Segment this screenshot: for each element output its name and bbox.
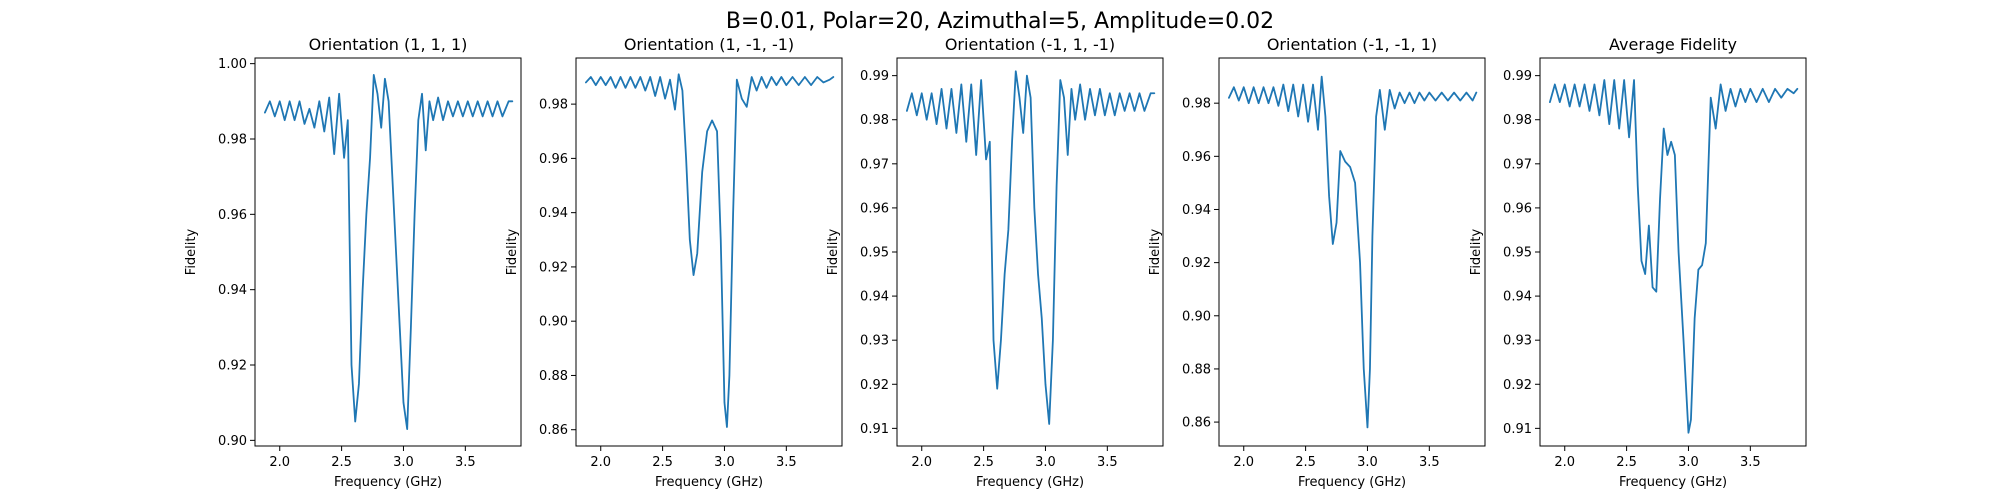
y-tick-label: 0.96	[218, 208, 247, 223]
subplot-2: Orientation (1, -1, -1) 2.0 2.5 3.0 3.5 0.86 0…	[505, 35, 843, 490]
fidelity-series-line	[263, 74, 514, 430]
subplot-title: Orientation (1, 1, 1)	[309, 35, 468, 54]
y-axis-label: Fidelity	[826, 228, 841, 275]
y-tick-label: 0.92	[1182, 256, 1211, 271]
y-tick-label: 0.96	[860, 201, 889, 216]
plot-frame	[254, 57, 522, 447]
plot-frame	[1539, 57, 1807, 447]
y-tick-label: 0.86	[539, 423, 568, 438]
y-tick-label: 0.96	[1503, 201, 1532, 216]
x-axis-label: Frequency (GHz)	[976, 475, 1084, 490]
y-axis-label: Fidelity	[1469, 228, 1484, 275]
x-tick-label: 2.0	[911, 455, 932, 470]
y-tick-label: 0.92	[539, 260, 568, 275]
x-tick-label: 3.5	[1740, 455, 1761, 470]
y-tick-label: 0.99	[1503, 69, 1532, 84]
y-tick-label: 0.97	[1503, 157, 1532, 172]
x-tick-label: 2.5	[652, 455, 673, 470]
y-tick-label: 0.86	[1182, 416, 1211, 431]
subplot-3: Orientation (-1, 1, -1) 2.0 2.5 3.0 3.5 0.91 0…	[826, 35, 1164, 490]
x-tick-label: 3.5	[776, 455, 797, 470]
x-tick-label: 3.5	[1097, 455, 1118, 470]
y-tick-label: 0.96	[539, 152, 568, 167]
x-tick-label: 3.0	[1678, 455, 1699, 470]
y-axis-label: Fidelity	[1148, 228, 1163, 275]
y-tick-label: 0.90	[1182, 309, 1211, 324]
x-tick-label: 2.0	[590, 455, 611, 470]
fidelity-series-line	[1228, 75, 1478, 429]
subplot-title: Average Fidelity	[1609, 35, 1737, 54]
plot-frame	[575, 57, 843, 447]
fidelity-series-line	[585, 73, 835, 428]
y-tick-label: 0.93	[1503, 334, 1532, 349]
x-tick-label: 2.5	[1295, 455, 1316, 470]
x-tick-label: 3.5	[1419, 455, 1440, 470]
y-tick-label: 0.90	[539, 315, 568, 330]
y-tick-label: 0.88	[1182, 362, 1211, 377]
y-tick-label: 0.98	[218, 132, 247, 147]
x-tick-label: 3.0	[1035, 455, 1056, 470]
x-tick-label: 3.5	[455, 455, 476, 470]
subplot-grid: Orientation (1, 1, 1) 2.0 2.5 3.0 3.5 0.90 0.9…	[184, 35, 1807, 490]
y-tick-label: 0.88	[539, 369, 568, 384]
fidelity-series-line	[906, 70, 1156, 425]
subplot-title: Orientation (-1, 1, -1)	[945, 35, 1115, 54]
y-tick-label: 1.00	[218, 57, 247, 72]
y-tick-label: 0.98	[1182, 97, 1211, 112]
y-tick-label: 0.99	[860, 69, 889, 84]
y-tick-label: 0.96	[1182, 150, 1211, 165]
x-axis-label: Frequency (GHz)	[655, 475, 763, 490]
y-tick-label: 0.90	[218, 434, 247, 449]
y-tick-label: 0.92	[218, 359, 247, 374]
y-tick-label: 0.98	[539, 98, 568, 113]
y-axis-label: Fidelity	[184, 228, 199, 275]
x-tick-label: 2.5	[331, 455, 352, 470]
y-tick-label: 0.95	[860, 246, 889, 261]
subplot-title: Orientation (-1, -1, 1)	[1267, 35, 1437, 54]
x-tick-label: 2.0	[269, 455, 290, 470]
y-tick-label: 0.94	[1503, 290, 1532, 305]
y-tick-label: 0.91	[860, 422, 889, 437]
y-tick-label: 0.97	[860, 157, 889, 172]
x-tick-label: 3.0	[714, 455, 735, 470]
y-tick-label: 0.94	[860, 290, 889, 305]
y-tick-label: 0.92	[1503, 378, 1532, 393]
fidelity-series-line	[1549, 79, 1799, 434]
y-axis-label: Fidelity	[505, 228, 520, 275]
y-tick-label: 0.94	[218, 283, 247, 298]
figure-suptitle: B=0.01, Polar=20, Azimuthal=5, Amplitude…	[726, 9, 1274, 34]
y-tick-label: 0.94	[539, 206, 568, 221]
x-axis-label: Frequency (GHz)	[1619, 475, 1727, 490]
x-tick-label: 2.5	[1616, 455, 1637, 470]
y-tick-label: 0.94	[1182, 203, 1211, 218]
x-tick-label: 2.0	[1233, 455, 1254, 470]
subplot-4: Orientation (-1, -1, 1) 2.0 2.5 3.0 3.5 0.86 0…	[1148, 35, 1486, 490]
y-tick-label: 0.98	[860, 113, 889, 128]
x-tick-label: 2.0	[1554, 455, 1575, 470]
x-axis-label: Frequency (GHz)	[1298, 475, 1406, 490]
y-tick-label: 0.91	[1503, 422, 1532, 437]
subplot-title: Orientation (1, -1, -1)	[624, 35, 794, 54]
x-tick-label: 2.5	[973, 455, 994, 470]
x-axis-label: Frequency (GHz)	[334, 475, 442, 490]
y-tick-label: 0.98	[1503, 113, 1532, 128]
y-tick-label: 0.92	[860, 378, 889, 393]
subplot-5: Average Fidelity 2.0 2.5 3.0 3.5 0.91 0.92 0.93…	[1469, 35, 1807, 490]
x-tick-label: 3.0	[1357, 455, 1378, 470]
y-tick-label: 0.95	[1503, 246, 1532, 261]
x-tick-label: 3.0	[393, 455, 414, 470]
subplot-1: Orientation (1, 1, 1) 2.0 2.5 3.0 3.5 0.90 0.9…	[184, 35, 522, 490]
plot-frame	[1218, 57, 1486, 447]
y-tick-label: 0.93	[860, 334, 889, 349]
